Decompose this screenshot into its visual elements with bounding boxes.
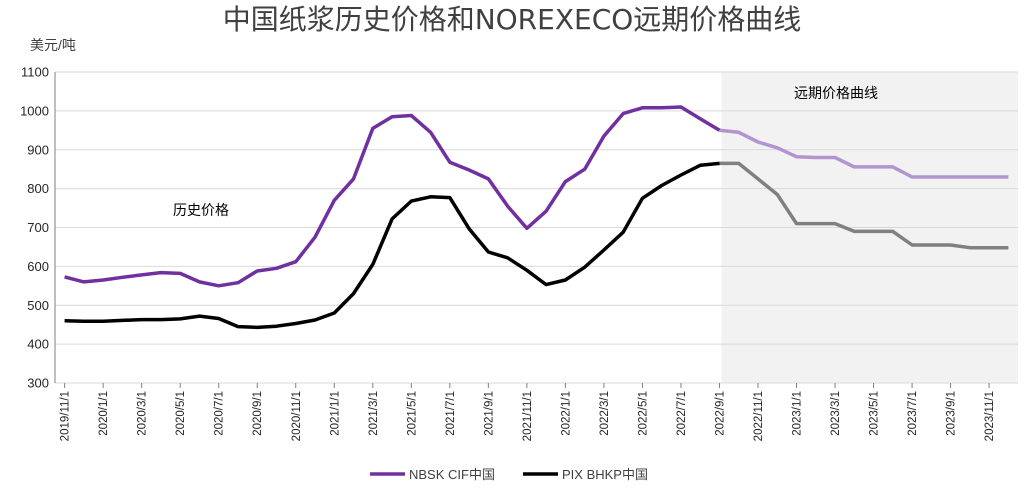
x-tick-label: 2022/5/1 xyxy=(637,391,649,436)
legend-label-nbsk: NBSK CIF中国 xyxy=(409,467,495,482)
x-tick-label: 2021/7/1 xyxy=(445,391,457,436)
gridlines xyxy=(55,71,1018,384)
x-tick-label: 2022/11/1 xyxy=(753,391,765,441)
x-tick-label: 2020/11/1 xyxy=(291,391,303,441)
legend-label-pix: PIX BHKP中国 xyxy=(562,467,648,482)
y-tick-label: 600 xyxy=(27,259,49,274)
series-line-pix-forward xyxy=(719,161,1009,250)
x-axis-ticks: 2019/11/1 2020/1/1 2020/3/1 2020/5/1 2020/7/… xyxy=(60,383,996,441)
y-axis-unit-label: 美元/吨 xyxy=(30,37,76,53)
y-tick-label: 700 xyxy=(27,220,49,235)
series-line-pix-historical xyxy=(64,161,720,330)
x-tick-label: 2021/1/1 xyxy=(329,391,341,436)
x-tick-label: 2023/5/1 xyxy=(869,391,881,436)
y-tick-label: 300 xyxy=(27,376,49,391)
x-tick-label: 2020/9/1 xyxy=(252,391,264,436)
x-tick-label: 2023/1/1 xyxy=(792,391,804,436)
x-tick-label: 2022/7/1 xyxy=(676,391,688,436)
x-tick-label: 2021/11/1 xyxy=(522,391,534,441)
y-tick-label: 800 xyxy=(27,181,49,196)
x-tick-label: 2020/5/1 xyxy=(175,391,187,436)
x-tick-label: 2022/9/1 xyxy=(714,391,726,436)
x-tick-label: 2023/7/1 xyxy=(907,391,919,436)
series-line-nbsk-historical xyxy=(64,105,721,288)
y-tick-label: 1000 xyxy=(20,103,49,118)
x-tick-label: 2021/5/1 xyxy=(406,391,418,436)
y-tick-label: 1100 xyxy=(21,65,49,80)
x-tick-label: 2021/3/1 xyxy=(368,391,380,436)
x-tick-label: 2023/3/1 xyxy=(830,391,842,436)
forward-annotation: 远期价格曲线 xyxy=(794,85,878,101)
historical-annotation: 历史价格 xyxy=(173,202,229,218)
x-tick-label: 2021/9/1 xyxy=(483,391,495,436)
y-tick-label: 400 xyxy=(27,337,49,352)
x-tick-label: 2020/1/1 xyxy=(98,391,110,436)
x-tick-label: 2020/7/1 xyxy=(214,391,226,436)
x-tick-label: 2022/1/1 xyxy=(560,391,572,436)
x-tick-label: 2023/9/1 xyxy=(946,391,958,436)
x-tick-label: 2019/11/1 xyxy=(60,391,72,441)
chart-title: 中国纸浆历史价格和NOREXECO远期价格曲线 xyxy=(223,3,802,36)
y-tick-label: 900 xyxy=(27,142,49,157)
y-tick-label: 500 xyxy=(27,298,49,313)
series-line-nbsk-forward xyxy=(719,128,1009,179)
legend: NBSK CIF中国 PIX BHKP中国 xyxy=(370,467,648,482)
x-tick-label: 2023/11/1 xyxy=(984,391,996,441)
series-lines xyxy=(64,105,1009,330)
x-tick-label: 2022/3/1 xyxy=(599,391,611,436)
y-axis-ticks: 300 400 500 600 700 800 900 1000 1100 xyxy=(20,65,49,391)
x-tick-label: 2020/3/1 xyxy=(137,391,149,436)
